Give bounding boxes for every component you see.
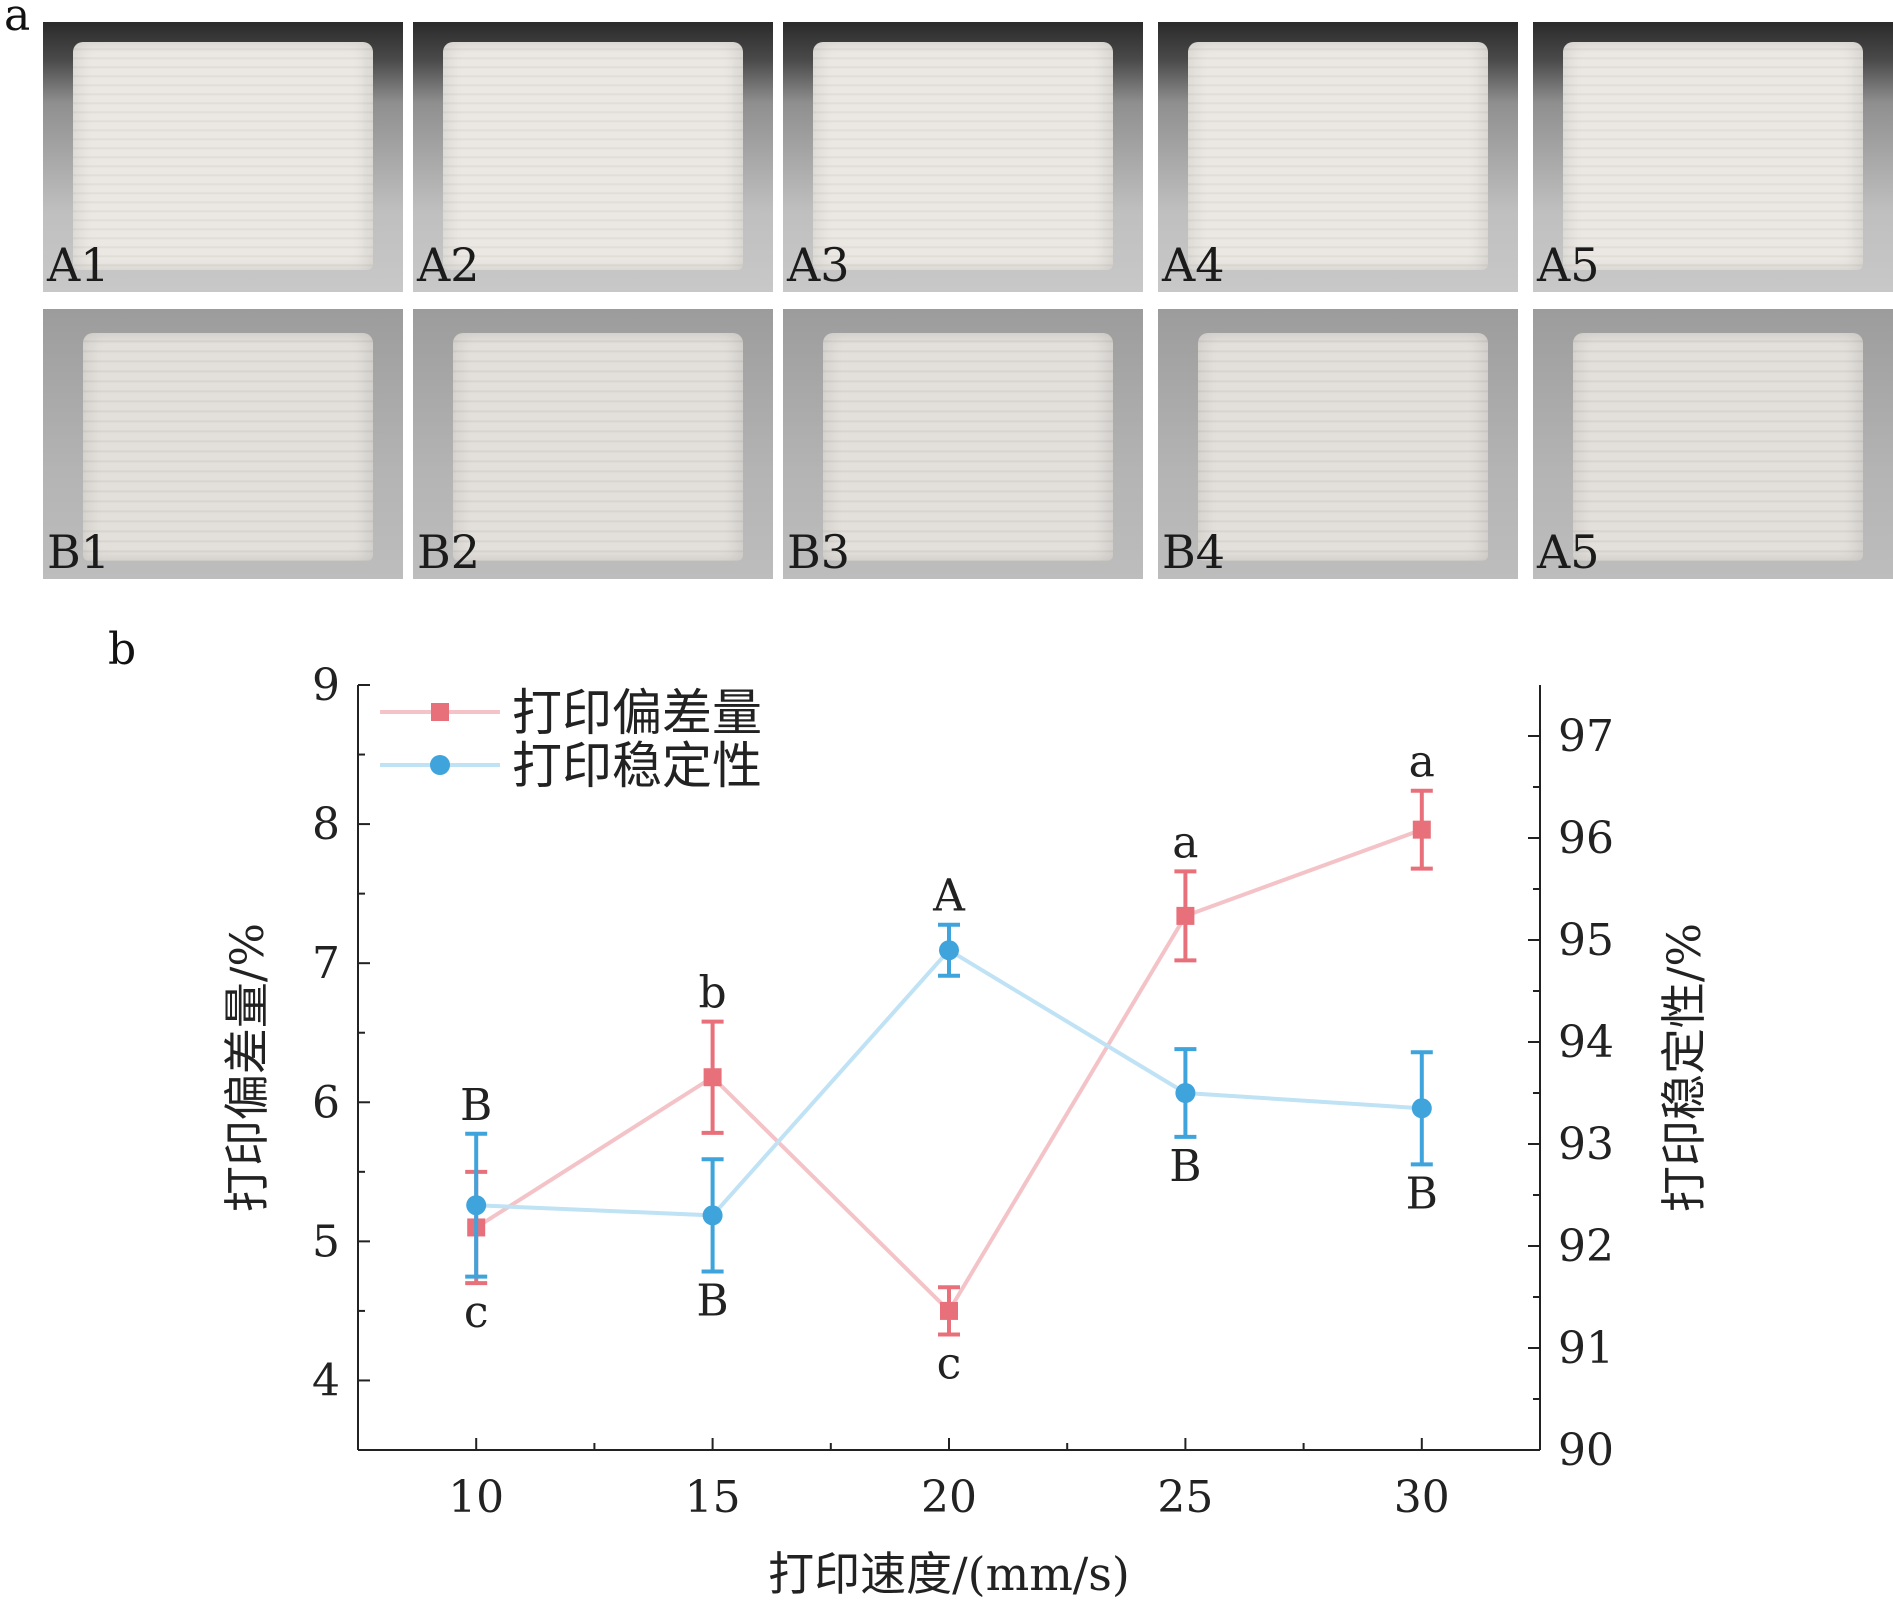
printed-sample-image	[1563, 42, 1863, 270]
x-tick-label: 20	[921, 1472, 977, 1523]
right-y-tick-label: 91	[1558, 1323, 1614, 1374]
data-point-square	[703, 1068, 722, 1087]
photo-b1: B1	[43, 309, 403, 579]
legend-marker-square	[431, 703, 449, 721]
x-tick-label: 25	[1157, 1472, 1213, 1523]
data-point-circle	[702, 1205, 723, 1226]
significance-letter: b	[699, 968, 727, 1019]
x-tick-label: 15	[685, 1472, 741, 1523]
photo-label: A2	[417, 238, 480, 292]
x-tick-label: 10	[448, 1472, 504, 1523]
photo-label: B4	[1162, 525, 1226, 579]
significance-letter: c	[937, 1339, 962, 1390]
data-point-circle	[1175, 1083, 1196, 1103]
left-y-tick-label: 6	[312, 1077, 340, 1128]
data-point-circle	[1411, 1098, 1432, 1119]
significance-letter: B	[1169, 1141, 1201, 1192]
panel-label-b: b	[108, 624, 137, 675]
left-y-tick-label: 5	[312, 1216, 340, 1267]
left-y-tick-label: 8	[312, 799, 340, 850]
printed-sample-image	[1188, 42, 1488, 270]
photo-b4: B4	[1158, 309, 1518, 579]
printed-sample-image	[813, 42, 1113, 270]
photo-a5: A5	[1533, 22, 1893, 292]
significance-letter: B	[696, 1276, 728, 1327]
left-y-tick-label: 7	[312, 938, 340, 989]
series-line-2	[476, 947, 1422, 1218]
x-tick-label: 30	[1394, 1472, 1450, 1523]
printed-sample-image	[823, 333, 1113, 561]
left-y-tick-label: 9	[312, 660, 340, 711]
panel-label-a: a	[4, 0, 31, 41]
significance-letter: A	[932, 871, 966, 922]
photo-label: A3	[787, 238, 850, 292]
photo-label: A1	[47, 238, 110, 292]
photo-b2: B2	[413, 309, 773, 579]
significance-letter: c	[464, 1287, 489, 1338]
right-y-axis-title: 打印稳定性/%	[1657, 923, 1711, 1212]
photo-label: A5	[1537, 238, 1600, 292]
legend-marker-circle	[430, 755, 450, 775]
significance-letter: a	[1409, 737, 1435, 788]
data-point-circle	[939, 940, 959, 961]
photo-label: B1	[47, 525, 111, 579]
right-y-tick-label: 94	[1558, 1017, 1614, 1068]
data-point-circle	[466, 1195, 487, 1216]
printed-sample-image	[453, 333, 743, 561]
legend-label: 打印偏差量	[512, 684, 762, 742]
photo-label: A4	[1162, 238, 1225, 292]
photo-a1: A1	[43, 22, 403, 292]
printed-sample-image	[1573, 333, 1863, 561]
right-y-tick-label: 93	[1558, 1119, 1614, 1170]
photo-label: A5	[1537, 525, 1600, 579]
right-y-tick-label: 97	[1558, 711, 1614, 762]
photo-a3: A3	[783, 22, 1143, 292]
printed-sample-image	[73, 42, 373, 270]
significance-letter: B	[1406, 1168, 1438, 1219]
photo-a2: A2	[413, 22, 773, 292]
photo-b5: A5	[1533, 309, 1893, 579]
significance-letter: B	[460, 1080, 492, 1131]
printed-sample-image	[1198, 333, 1488, 561]
photo-a4: A4	[1158, 22, 1518, 292]
legend-label: 打印稳定性	[512, 737, 762, 795]
left-y-tick-label: 4	[312, 1355, 340, 1406]
right-y-tick-label: 96	[1558, 813, 1614, 864]
sample-photo-grid: A1 A2 A3 A4 A5 B1 B2 B3 B4 A5	[43, 22, 1893, 580]
data-point-square	[1176, 906, 1195, 925]
photo-label: B3	[787, 525, 851, 579]
printed-sample-image	[83, 333, 373, 561]
right-y-tick-label: 95	[1558, 915, 1614, 966]
photo-b3: B3	[783, 309, 1143, 579]
significance-letter: a	[1172, 817, 1198, 868]
right-y-tick-label: 92	[1558, 1221, 1614, 1272]
data-point-square	[940, 1301, 958, 1320]
right-y-tick-label: 90	[1558, 1425, 1614, 1476]
data-point-square	[1412, 820, 1431, 839]
photo-label: B2	[417, 525, 481, 579]
left-y-axis-title: 打印偏差量/%	[220, 923, 274, 1212]
printed-sample-image	[443, 42, 743, 270]
x-axis-title: 打印速度/(mm/s)	[768, 1547, 1130, 1601]
